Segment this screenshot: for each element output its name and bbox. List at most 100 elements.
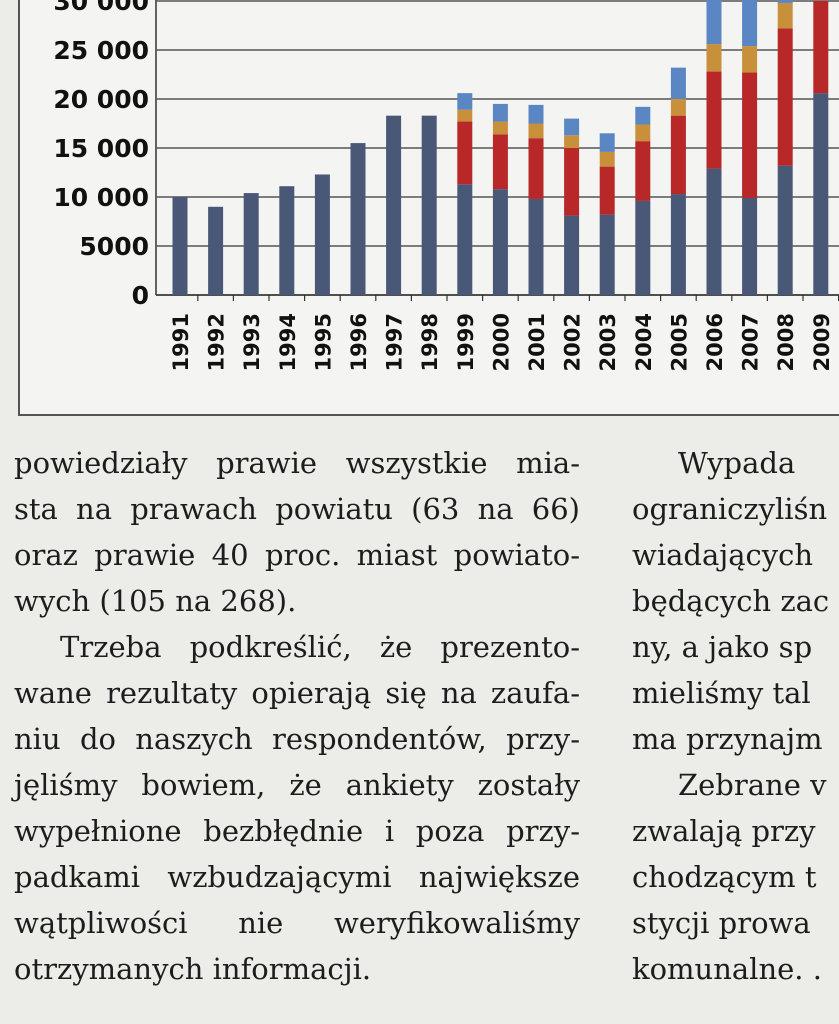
x-tick-label: 2000 <box>489 313 513 371</box>
x-tick-label: 2001 <box>525 313 549 371</box>
text-line: sta na prawach powiatu (63 na 66) <box>14 492 580 526</box>
bar-segment-1999-s1 <box>457 184 473 295</box>
x-tick-label: 1992 <box>205 313 229 371</box>
bar-segment-2002-s1 <box>564 215 580 295</box>
text-line: ny, a jako sp <box>632 630 813 664</box>
bar-segment-2006-s1 <box>706 168 722 295</box>
bar-segment-2007-s4 <box>742 0 758 47</box>
x-tick-label: 2008 <box>774 313 798 371</box>
chart-frame: 0 5000 10 000 15 000 20 000 25 000 30 000 1991… <box>18 0 839 416</box>
bar-segment-2001-s1 <box>528 198 544 295</box>
x-tick-label: 2005 <box>667 313 691 371</box>
text-column-right: Wypada ograniczyliśn wiadających będącyc… <box>632 440 839 992</box>
bar-segment-2005-s1 <box>670 194 686 295</box>
text-line: wane rezultaty opierają się na zaufa- <box>14 676 580 710</box>
bar-segment-2000-s2 <box>492 134 508 190</box>
bar-segment-2008-s3 <box>777 2 793 29</box>
x-tick-label: 2004 <box>632 313 656 371</box>
text-line: mieliśmy tal <box>632 676 811 710</box>
bar-segment-2008-s2 <box>777 28 793 166</box>
text-line: wątpliwości nie weryfikowaliśmy <box>14 906 580 940</box>
y-tick-label: 20 000 <box>53 85 149 114</box>
x-tick-label: 1993 <box>240 313 264 371</box>
x-tick-label: 2009 <box>810 313 834 371</box>
bar-segment-2008-s4 <box>777 0 793 3</box>
bar-segment-2004-s4 <box>635 106 651 125</box>
text-line: Wypada <box>678 446 796 480</box>
bar-segment-2002-s4 <box>564 118 580 136</box>
bar-segment-1999-s4 <box>457 93 473 110</box>
bar-segment-2009-s2 <box>813 1 829 94</box>
text-line: Zebrane v <box>678 768 827 802</box>
bar-segment-1999-s3 <box>457 109 473 122</box>
text-line: wych (105 na 268). <box>14 584 297 618</box>
x-tick-label: 1998 <box>418 313 442 371</box>
x-tick-label: 2003 <box>596 313 620 371</box>
bar-segment-2007-s1 <box>742 197 758 295</box>
bar-segment-2001-s2 <box>528 138 544 199</box>
bar-segment-1993-s1 <box>243 193 259 295</box>
bar-segment-1997-s1 <box>386 115 402 295</box>
x-tick-label: 1997 <box>383 313 407 371</box>
text-line: wypełnione bezbłędnie i poza przy- <box>14 814 580 848</box>
bar-segment-1996-s1 <box>350 143 366 295</box>
x-tick-label: 1999 <box>454 313 478 371</box>
x-tick-label: 1991 <box>169 313 193 371</box>
text-line: będących zac <box>632 584 830 618</box>
text-line: wiadających <box>632 538 814 572</box>
text-line: oraz prawie 40 proc. miast powiato- <box>14 538 580 572</box>
x-tick-label: 1995 <box>311 313 335 371</box>
y-tick-label: 5000 <box>79 232 149 261</box>
bar-segment-2006-s4 <box>706 0 722 45</box>
bar-segment-2003-s1 <box>599 214 615 295</box>
bar-segment-2009-s1 <box>813 93 829 296</box>
x-tick-label: 1994 <box>276 313 300 371</box>
bar-segment-2005-s2 <box>670 115 686 195</box>
bar-segment-2002-s2 <box>564 148 580 216</box>
bar-segment-2008-s1 <box>777 165 793 295</box>
bar-segment-2001-s3 <box>528 123 544 139</box>
bar-segment-2004-s1 <box>635 200 651 295</box>
text-line: ma przynajm <box>632 722 823 756</box>
bar-segment-1992-s1 <box>208 206 224 295</box>
bar-segment-1999-s2 <box>457 121 473 185</box>
bar-segment-2000-s4 <box>492 103 508 122</box>
x-tick-label: 2006 <box>703 313 727 371</box>
bar-segment-2005-s4 <box>670 67 686 99</box>
bar-segment-2001-s4 <box>528 104 544 124</box>
text-line: Trzeba podkreślić, że prezento- <box>60 630 580 664</box>
y-tick-label: 10 000 <box>53 183 149 212</box>
stacked-bar-chart: 0 5000 10 000 15 000 20 000 25 000 30 000 1991… <box>53 0 839 371</box>
bar-segment-2000-s1 <box>492 189 508 295</box>
text-line: jęliśmy bowiem, że ankiety zostały <box>14 768 580 802</box>
x-tick-label: 2002 <box>561 313 585 371</box>
bar-segment-2007-s3 <box>742 46 758 73</box>
y-tick-label: 30 000 <box>53 0 149 16</box>
text-line: padkami wzbudzającymi największe <box>14 860 580 894</box>
bar-segment-2006-s3 <box>706 44 722 72</box>
bar-segment-2004-s3 <box>635 124 651 142</box>
y-tick-label: 25 000 <box>53 36 149 65</box>
bar-segment-2006-s2 <box>706 71 722 169</box>
text-column-left: powiedziały prawie wszystkie mia- sta na… <box>14 440 580 992</box>
bar-segment-1998-s1 <box>421 115 437 295</box>
bar-segment-2007-s2 <box>742 72 758 198</box>
text-line: ograniczyliśn <box>632 492 828 526</box>
bar-segment-2003-s3 <box>599 151 615 167</box>
text-line: komunalne. . <box>632 952 822 986</box>
text-line: zwalają przy <box>632 814 816 848</box>
text-line: otrzymanych informacji. <box>14 952 372 986</box>
text-line: stycji prowa <box>632 906 811 940</box>
x-tick-label: 1996 <box>347 313 371 371</box>
bar-segment-2005-s3 <box>670 99 686 116</box>
bar-segment-2003-s4 <box>599 133 615 152</box>
y-tick-label: 15 000 <box>53 134 149 163</box>
x-tick-label: 2007 <box>739 313 763 371</box>
bar-segment-2000-s3 <box>492 121 508 135</box>
bar-segment-2004-s2 <box>635 141 651 201</box>
bar-segment-1991-s1 <box>172 197 188 295</box>
text-line: powiedziały prawie wszystkie mia- <box>14 446 580 480</box>
text-line: chodzącym t <box>632 860 817 894</box>
text-line: niu do naszych respondentów, przy- <box>14 722 580 756</box>
bar-segment-1995-s1 <box>314 174 330 295</box>
